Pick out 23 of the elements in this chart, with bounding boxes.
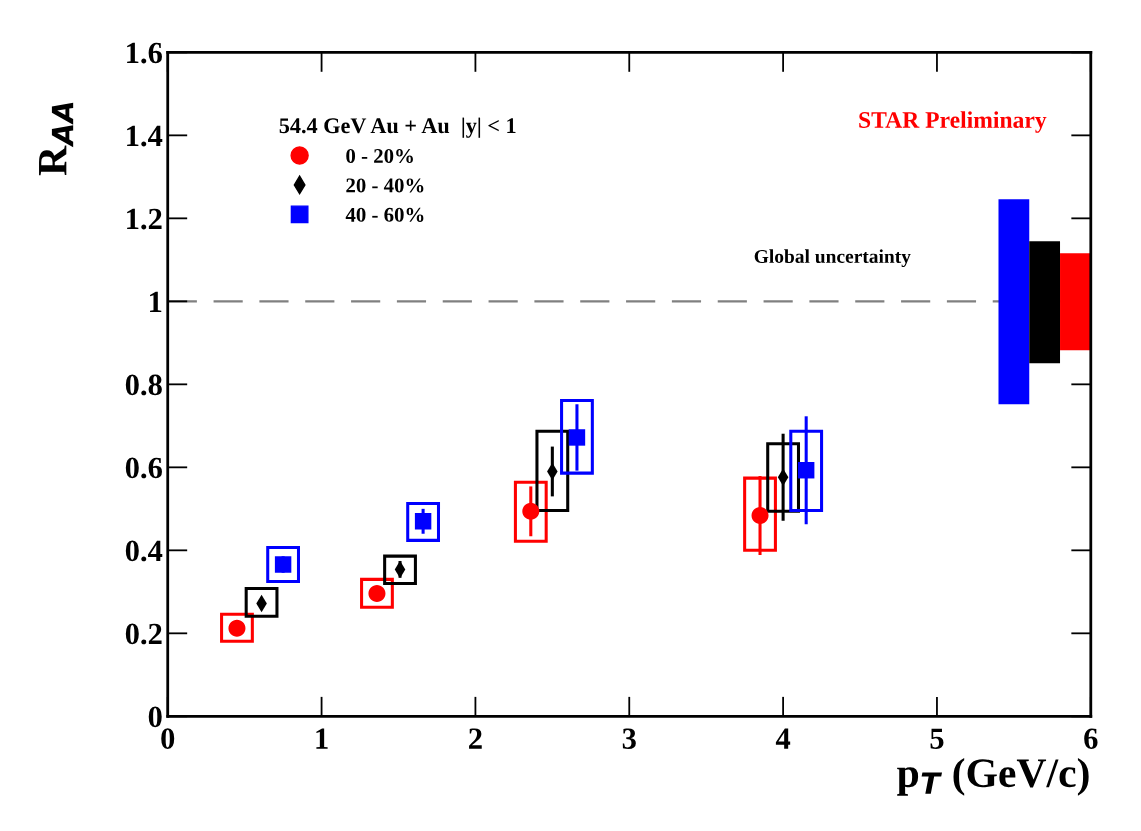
x-tick-label: 1 (316, 728, 328, 749)
y-axis-title: R$_{AA}$ (39, 102, 74, 176)
y-tick-label: 1.6 (127, 42, 162, 64)
y-tick-label: 0.4 (125, 540, 163, 562)
legend-label: 20 - 40% (346, 178, 424, 193)
annotation: Global uncertainty (754, 249, 911, 268)
x-axis-title: p$_{T}$ (GeV/c) (897, 757, 1089, 796)
annotation: STAR Preliminary (859, 111, 1047, 133)
legend-title: 54.4 GeV Au + Au |y| < 1 (279, 117, 516, 138)
x-tick-label: 2 (469, 728, 482, 749)
y-tick-label: 1.2 (127, 208, 162, 230)
x-tick-label: 3 (622, 728, 636, 749)
y-tick-label: 1 (150, 291, 162, 312)
y-tick-label: 0.8 (125, 374, 162, 396)
legend-label: 40 - 60% (345, 207, 424, 222)
x-tick-label: 6 (1084, 728, 1098, 749)
x-tick-label: 4 (775, 728, 791, 749)
y-tick-label: 0.6 (125, 457, 162, 479)
y-tick-label: 0.2 (125, 623, 162, 645)
x-tick-label: 5 (930, 728, 944, 749)
legend-label: 0 - 20% (346, 148, 413, 164)
y-tick-label: 0 (148, 706, 162, 728)
y-tick-label: 1.4 (127, 125, 163, 147)
